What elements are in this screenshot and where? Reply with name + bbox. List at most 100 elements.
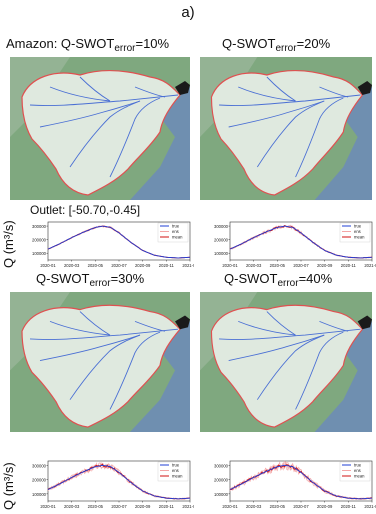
x-tick-label: 2020-03 (246, 504, 262, 509)
river-line (228, 100, 325, 128)
y-tick-label: 200000 (32, 238, 47, 243)
river-line (69, 334, 141, 400)
river-line (295, 97, 344, 178)
legend-label-ens: ens (354, 468, 361, 473)
x-tick-label: 2020-05 (88, 504, 104, 509)
river-line (228, 334, 325, 361)
x-tick-label: 2020-01 (222, 504, 238, 509)
x-tick-label: 2020-11 (159, 504, 175, 509)
x-tick-label: 2021-01 (182, 504, 194, 509)
river-line (256, 100, 325, 168)
y-tick-label: 200000 (214, 478, 229, 483)
river-line (49, 320, 111, 336)
legend-label-mean: mean (172, 474, 183, 479)
legend-label-mean: mean (354, 235, 365, 240)
river-line (79, 76, 111, 102)
ens-series-line (47, 464, 191, 500)
x-tick-label: 2021-01 (364, 504, 376, 509)
x-tick-label: 2020-09 (135, 504, 151, 509)
panel-title-4: Q-SWOTerror=40% (224, 271, 333, 289)
river-line (295, 331, 344, 410)
legend-label-mean: mean (354, 474, 365, 479)
x-tick-label: 2020-11 (159, 263, 175, 268)
river-line (219, 328, 361, 340)
hydrograph-chart-2: 100000 200000 300000 2020-01 2020-03 2020-05 2… (214, 221, 376, 268)
outlet-marker (357, 315, 372, 330)
x-tick-label: 2020-03 (246, 263, 262, 268)
river-line (39, 334, 141, 361)
y-tick-label: 100000 (32, 251, 47, 256)
x-tick-label: 2020-03 (64, 504, 80, 509)
outlet-marker (175, 315, 190, 330)
x-tick-label: 2021-01 (364, 263, 376, 268)
true-series-line (47, 225, 191, 259)
hydrograph-chart-3: 100000 200000 300000 2020-01 2020-03 2020-05 2… (32, 460, 194, 509)
river-line (238, 320, 296, 336)
x-tick-label: 2020-01 (40, 263, 56, 268)
river-line (109, 331, 161, 410)
legend-label-true: true (354, 463, 362, 468)
river-line (109, 97, 161, 178)
y-tick-label: 300000 (214, 224, 229, 229)
legend-label-ens: ens (172, 468, 179, 473)
x-tick-label: 2021-01 (182, 263, 194, 268)
legend-label-ens: ens (354, 229, 361, 234)
x-tick-label: 2020-11 (341, 263, 357, 268)
y-tick-label: 200000 (32, 478, 47, 483)
true-series-line (229, 225, 373, 259)
y-tick-label: 100000 (214, 251, 229, 256)
river-line (238, 86, 296, 102)
legend-label-true: true (172, 224, 180, 229)
basin-map-2 (200, 57, 372, 200)
x-tick-label: 2020-03 (64, 263, 80, 268)
y-tick-label: 100000 (214, 492, 229, 497)
y-tick-label: 300000 (32, 224, 47, 229)
hydrograph-chart-1: 100000 200000 300000 2020-01 2020-03 2020-05 2… (32, 221, 194, 268)
y-tick-label: 300000 (214, 463, 229, 468)
basin-map-4 (200, 292, 372, 432)
outlet-label: Outlet: [-50.70,-0.45] (30, 203, 141, 217)
y-tick-label: 100000 (32, 492, 47, 497)
river-line (79, 311, 111, 336)
panel-title-2: Q-SWOTerror=20% (222, 36, 331, 54)
basin-map-3 (10, 292, 190, 432)
x-tick-label: 2020-09 (317, 263, 333, 268)
x-tick-label: 2020-09 (135, 263, 151, 268)
outlet-marker (357, 81, 372, 95)
river-line (69, 100, 141, 168)
river-line (319, 86, 349, 98)
river-line (29, 328, 179, 340)
river-line (266, 311, 296, 336)
river-line (29, 94, 179, 106)
x-tick-label: 2020-05 (88, 263, 104, 268)
x-tick-label: 2020-07 (293, 504, 309, 509)
x-tick-label: 2020-01 (40, 504, 56, 509)
basin-map-1 (10, 57, 190, 200)
x-tick-label: 2020-07 (293, 263, 309, 268)
figure-label: a) (181, 4, 195, 21)
panel-title-3: Q-SWOTerror=30% (36, 271, 145, 289)
river-line (319, 320, 349, 332)
river-line (39, 100, 141, 128)
river-line (219, 94, 361, 106)
amazon-basin-outline (21, 69, 181, 196)
y-tick-label: 300000 (32, 463, 47, 468)
amazon-basin-outline (21, 304, 181, 428)
y-tick-label: 200000 (214, 238, 229, 243)
x-tick-label: 2020-01 (222, 263, 238, 268)
legend-label-true: true (354, 224, 362, 229)
legend-label-mean: mean (172, 235, 183, 240)
outlet-marker (175, 81, 190, 95)
x-tick-label: 2020-07 (111, 263, 127, 268)
river-line (266, 76, 296, 102)
panel-title-1: Amazon: Q-SWOTerror=10% (6, 36, 170, 54)
hydrograph-chart-4: 100000 200000 300000 2020-01 2020-03 2020-05 2… (214, 460, 376, 509)
legend-label-ens: ens (172, 229, 179, 234)
true-series-line (47, 464, 191, 500)
river-line (134, 86, 166, 98)
x-tick-label: 2020-09 (317, 504, 333, 509)
x-tick-label: 2020-07 (111, 504, 127, 509)
legend-label-true: true (172, 463, 180, 468)
x-tick-label: 2020-05 (270, 263, 286, 268)
amazon-basin-outline (210, 69, 364, 196)
